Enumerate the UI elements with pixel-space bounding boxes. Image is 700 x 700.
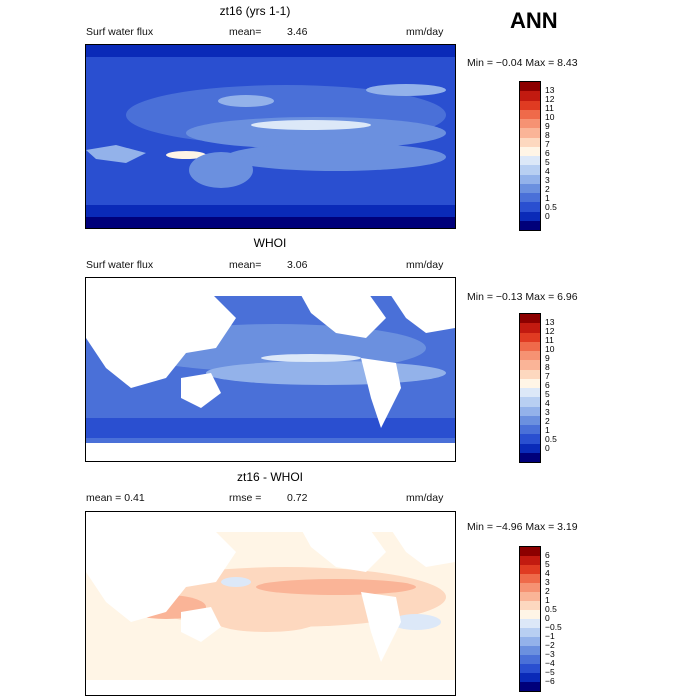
panel1-tick: 0.5 (545, 202, 557, 212)
panel1-tick: 13 (545, 85, 555, 95)
panel3-tick: −4 (545, 658, 555, 668)
panel3-rmse-value: 0.72 (287, 492, 308, 504)
panel1-tick: 7 (545, 139, 550, 149)
panel2-tick: 13 (545, 317, 555, 327)
panel3-tick: 1 (545, 595, 550, 605)
panel2-tick: 1 (545, 425, 550, 435)
panel3-tick: 3 (545, 577, 550, 587)
panel3-tick: 4 (545, 568, 550, 578)
panel1-tick: 2 (545, 184, 550, 194)
panel2-tick: 0 (545, 443, 550, 453)
panel1-tick: 3 (545, 175, 550, 185)
panel1-tick: 4 (545, 166, 550, 176)
panel2-tick: 9 (545, 353, 550, 363)
panel2-tick: 10 (545, 344, 555, 354)
panel2-tick: 5 (545, 389, 550, 399)
panel3-tick: −5 (545, 667, 555, 677)
panel2-tick: 3 (545, 407, 550, 417)
panel2-colorbar (519, 313, 541, 463)
panel3-tick: −6 (545, 676, 555, 686)
panel3-tick: 6 (545, 550, 550, 560)
panel3-title: zt16 - WHOI (236, 470, 303, 484)
panel3-tick: −1 (545, 631, 555, 641)
panel3-tick: −2 (545, 640, 555, 650)
panel2-tick: 7 (545, 371, 550, 381)
panel2-tick: 11 (545, 335, 554, 345)
panel2-mean-label: mean= (229, 259, 262, 271)
panel2-tick: 0.5 (545, 434, 557, 444)
panel3-tick: 0 (545, 613, 550, 623)
panel3-mean-label: mean = 0.41 (86, 492, 145, 504)
panel1-map (85, 44, 456, 229)
panel3-tick: −0.5 (545, 622, 562, 632)
panel2-tick: 2 (545, 416, 550, 426)
panel1-tick: 0 (545, 211, 550, 221)
panel1-tick: 1 (545, 193, 550, 203)
panel1-tick: 6 (545, 148, 550, 158)
panel1-tick: 10 (545, 112, 555, 122)
panel2-tick: 6 (545, 380, 550, 390)
panel1-field-label: Surf water flux (86, 26, 154, 38)
panel1-mean-value: 3.46 (287, 26, 308, 38)
panel2-mean-value: 3.06 (287, 259, 308, 271)
panel1-tick: 12 (545, 94, 555, 104)
panel2-map-field (86, 278, 455, 461)
panel1-tick: 8 (545, 130, 550, 140)
panel3-tick: 2 (545, 586, 550, 596)
panel1-colorbar (519, 81, 541, 231)
panel2-minmax: Min = −0.13 Max = 6.96 (467, 291, 578, 303)
panel2-tick: 4 (545, 398, 550, 408)
panel3-map (85, 511, 456, 696)
panel1-title: zt16 (yrs 1-1) (219, 4, 291, 18)
panel1-mean-label: mean= (229, 26, 262, 38)
panel1-tick: 11 (545, 103, 554, 113)
panel2-map (85, 277, 456, 462)
panel2-field-label: Surf water flux (86, 259, 154, 271)
panel2-tick: 8 (545, 362, 550, 372)
panel1-map-field (86, 45, 455, 228)
panel3-rmse-label: rmse = (229, 492, 262, 504)
panel1-minmax: Min = −0.04 Max = 8.43 (467, 57, 578, 69)
panel3-tick: 0.5 (545, 604, 557, 614)
panel3-colorbar (519, 546, 541, 692)
panel3-minmax: Min = −4.96 Max = 3.19 (467, 521, 578, 533)
season-label: ANN (510, 8, 558, 33)
panel1-units: mm/day (406, 26, 444, 38)
panel3-tick: −3 (545, 649, 555, 659)
panel3-map-field (86, 512, 455, 695)
panel2-tick: 12 (545, 326, 555, 336)
panel1-tick: 9 (545, 121, 550, 131)
panel3-units: mm/day (406, 492, 444, 504)
panel3-tick: 5 (545, 559, 550, 569)
panel1-tick: 5 (545, 157, 550, 167)
panel2-units: mm/day (406, 259, 444, 271)
panel2-title: WHOI (253, 236, 287, 250)
